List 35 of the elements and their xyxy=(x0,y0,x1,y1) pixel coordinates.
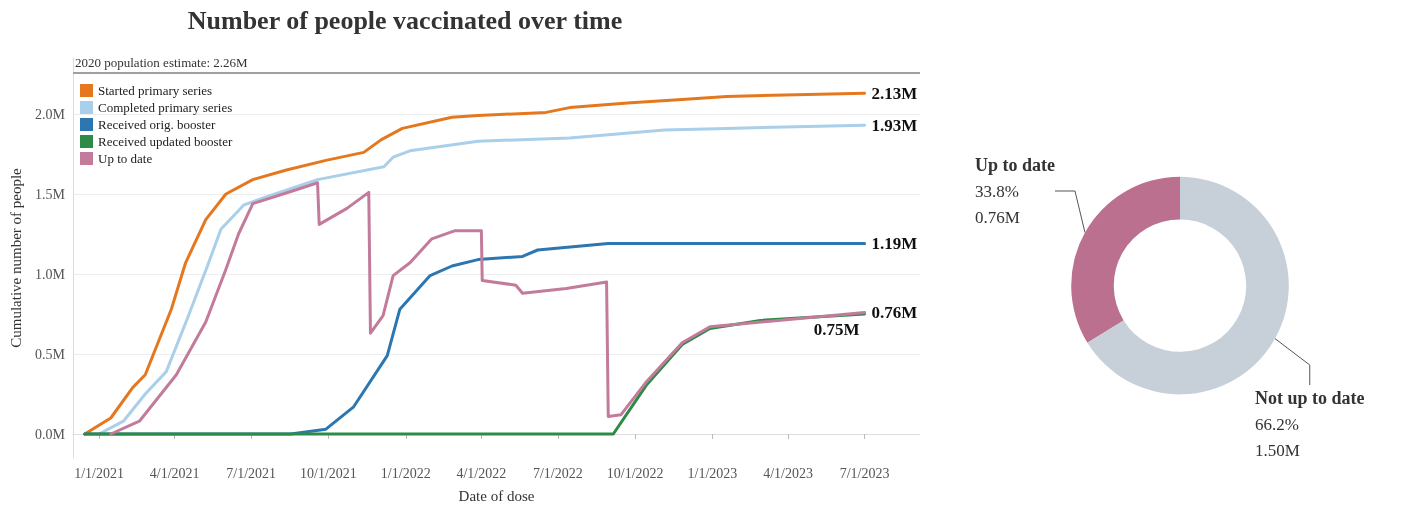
chart-title: Number of people vaccinated over time xyxy=(187,5,623,35)
legend-label: Completed primary series xyxy=(98,100,233,115)
data-label: 66.2% 1.50M xyxy=(1255,414,1300,460)
data-label: 33.8% 0.76M xyxy=(975,181,1020,227)
x-tick-label: 7/1/2023 xyxy=(839,465,890,481)
data-label: 0.75M xyxy=(813,320,860,339)
x-tick-label: 1/1/2022 xyxy=(380,465,431,481)
legend-label: Received orig. booster xyxy=(98,117,216,132)
x-tick-label: 1/1/2021 xyxy=(74,465,124,481)
x-axis-title: Date of dose xyxy=(458,487,535,504)
y-tick-label: 2.0M xyxy=(35,106,66,122)
slice-label: Up to date xyxy=(975,155,1056,175)
data-label: 1.19M xyxy=(871,234,918,254)
x-tick-label: 10/1/2021 xyxy=(300,465,357,481)
x-tick-label: 4/1/2022 xyxy=(456,465,507,481)
y-tick-label: 0.5M xyxy=(35,346,66,362)
data-label: 0.76M xyxy=(871,302,918,322)
data-label: 2.13M xyxy=(871,83,918,103)
x-tick-label: 1/1/2023 xyxy=(687,465,738,481)
line-series xyxy=(109,181,867,436)
y-tick-label: 1.5M xyxy=(35,186,66,202)
data-label: 1.93M xyxy=(871,115,918,135)
y-axis-title: Cumulative number of people xyxy=(7,167,24,348)
legend-label: Received updated booster xyxy=(98,134,233,149)
x-tick-label: 7/1/2021 xyxy=(226,465,277,481)
y-tick-label: 0.0M xyxy=(35,426,66,442)
x-tick-label: 4/1/2021 xyxy=(149,465,200,481)
y-tick-label: 1.0M xyxy=(35,266,66,282)
legend-label: Up to date xyxy=(98,151,153,166)
x-tick-label: 4/1/2023 xyxy=(763,465,813,481)
legend-label: Started primary series xyxy=(98,83,213,98)
x-tick-label: 7/1/2022 xyxy=(532,465,583,481)
x-tick-label: 10/1/2022 xyxy=(606,465,664,481)
ref-line-label: 2020 population estimate: 2.26M xyxy=(75,55,249,71)
slice-label: Not up to date xyxy=(1255,388,1365,408)
